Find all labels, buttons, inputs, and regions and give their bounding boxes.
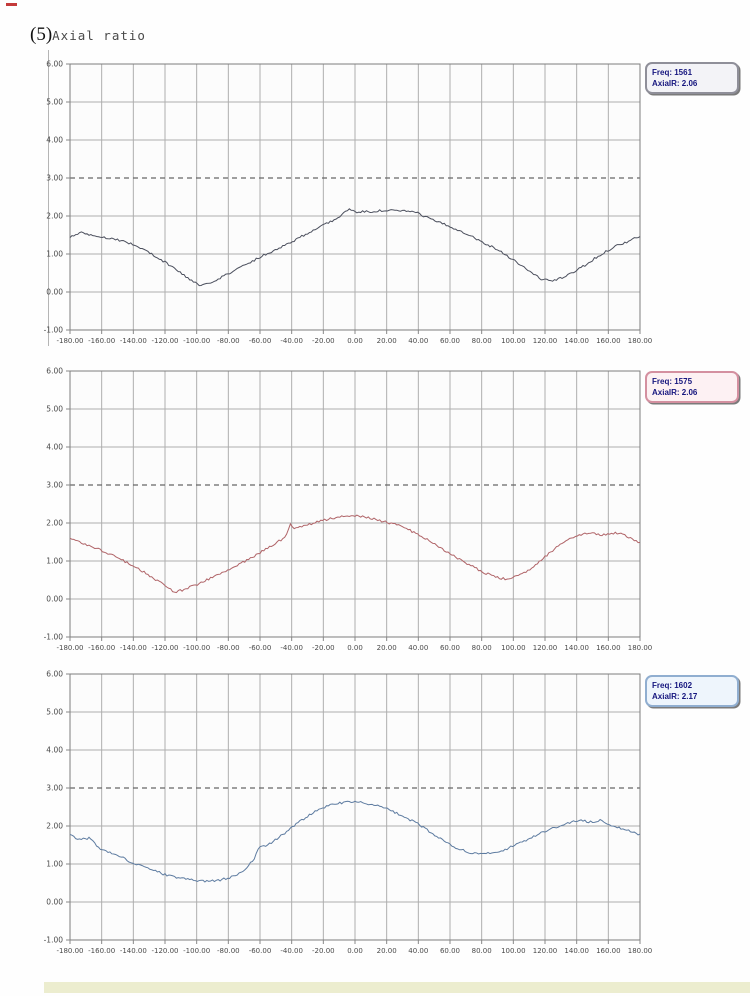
svg-text:160.00: 160.00 bbox=[596, 644, 621, 652]
svg-text:5.00: 5.00 bbox=[46, 708, 63, 717]
svg-text:120.00: 120.00 bbox=[533, 644, 558, 652]
svg-text:-160.00: -160.00 bbox=[88, 947, 115, 955]
svg-text:140.00: 140.00 bbox=[564, 337, 589, 345]
svg-text:2.00: 2.00 bbox=[46, 822, 63, 831]
svg-text:1.00: 1.00 bbox=[46, 250, 63, 259]
svg-text:2.00: 2.00 bbox=[46, 519, 63, 528]
svg-text:-60.00: -60.00 bbox=[249, 337, 272, 345]
svg-text:-80.00: -80.00 bbox=[217, 644, 240, 652]
svg-text:160.00: 160.00 bbox=[596, 947, 621, 955]
svg-text:-100.00: -100.00 bbox=[183, 337, 210, 345]
svg-text:0.00: 0.00 bbox=[46, 288, 63, 297]
legend-freq-label: Freq: 1602 bbox=[652, 681, 693, 690]
svg-text:0.00: 0.00 bbox=[46, 595, 63, 604]
svg-text:20.00: 20.00 bbox=[377, 337, 397, 345]
svg-text:0.00: 0.00 bbox=[347, 337, 363, 345]
svg-text:-180.00: -180.00 bbox=[56, 337, 83, 345]
svg-text:1.00: 1.00 bbox=[46, 557, 63, 566]
svg-text:6.00: 6.00 bbox=[46, 670, 63, 679]
svg-text:4.00: 4.00 bbox=[46, 443, 63, 452]
svg-text:4.00: 4.00 bbox=[46, 136, 63, 145]
svg-text:-40.00: -40.00 bbox=[280, 337, 303, 345]
svg-text:-60.00: -60.00 bbox=[249, 947, 272, 955]
svg-text:20.00: 20.00 bbox=[377, 644, 397, 652]
svg-text:180.00: 180.00 bbox=[628, 947, 653, 955]
svg-text:140.00: 140.00 bbox=[564, 644, 589, 652]
svg-text:-80.00: -80.00 bbox=[217, 947, 240, 955]
svg-text:-120.00: -120.00 bbox=[151, 644, 178, 652]
legend-axialr-label: AxialR: 2.06 bbox=[652, 388, 698, 397]
svg-text:-180.00: -180.00 bbox=[56, 947, 83, 955]
section-title-text: Axial ratio bbox=[52, 28, 146, 43]
legend-freq-label: Freq: 1561 bbox=[652, 68, 693, 77]
legend-freq-1561: Freq: 1561 AxialR: 2.06 bbox=[645, 62, 739, 94]
svg-text:40.00: 40.00 bbox=[408, 947, 428, 955]
svg-text:100.00: 100.00 bbox=[501, 644, 526, 652]
svg-text:120.00: 120.00 bbox=[533, 337, 558, 345]
svg-text:40.00: 40.00 bbox=[408, 337, 428, 345]
svg-text:3.00: 3.00 bbox=[46, 174, 63, 183]
svg-text:160.00: 160.00 bbox=[596, 337, 621, 345]
svg-text:-140.00: -140.00 bbox=[120, 947, 147, 955]
svg-text:-140.00: -140.00 bbox=[120, 337, 147, 345]
svg-text:140.00: 140.00 bbox=[564, 947, 589, 955]
svg-text:-40.00: -40.00 bbox=[280, 947, 303, 955]
svg-text:80.00: 80.00 bbox=[472, 337, 492, 345]
svg-text:0.00: 0.00 bbox=[347, 947, 363, 955]
legend-freq-1602: Freq: 1602 AxialR: 2.17 bbox=[645, 675, 739, 707]
svg-text:-120.00: -120.00 bbox=[151, 947, 178, 955]
svg-text:-1.00: -1.00 bbox=[44, 326, 64, 335]
svg-text:2.00: 2.00 bbox=[46, 212, 63, 221]
svg-text:-160.00: -160.00 bbox=[88, 337, 115, 345]
svg-text:100.00: 100.00 bbox=[501, 337, 526, 345]
svg-text:-120.00: -120.00 bbox=[151, 337, 178, 345]
svg-text:80.00: 80.00 bbox=[472, 644, 492, 652]
svg-text:-80.00: -80.00 bbox=[217, 337, 240, 345]
svg-text:5.00: 5.00 bbox=[46, 98, 63, 107]
scan-artifact-mark bbox=[6, 3, 17, 6]
svg-text:60.00: 60.00 bbox=[440, 337, 460, 345]
legend-freq-1575: Freq: 1575 AxialR: 2.06 bbox=[645, 371, 739, 403]
svg-text:-20.00: -20.00 bbox=[312, 337, 335, 345]
svg-text:6.00: 6.00 bbox=[46, 367, 63, 376]
svg-text:-60.00: -60.00 bbox=[249, 644, 272, 652]
svg-text:-1.00: -1.00 bbox=[44, 936, 64, 945]
legend-axialr-label: AxialR: 2.06 bbox=[652, 79, 698, 88]
svg-text:-1.00: -1.00 bbox=[44, 633, 64, 642]
svg-text:1.00: 1.00 bbox=[46, 860, 63, 869]
svg-text:-20.00: -20.00 bbox=[312, 947, 335, 955]
svg-text:180.00: 180.00 bbox=[628, 337, 653, 345]
svg-text:60.00: 60.00 bbox=[440, 644, 460, 652]
highlight-strip bbox=[44, 982, 750, 993]
svg-text:180.00: 180.00 bbox=[628, 644, 653, 652]
legend-freq-label: Freq: 1575 bbox=[652, 377, 693, 386]
svg-text:3.00: 3.00 bbox=[46, 784, 63, 793]
legend-axialr-label: AxialR: 2.17 bbox=[652, 692, 698, 701]
svg-text:6.00: 6.00 bbox=[46, 60, 63, 69]
svg-text:-180.00: -180.00 bbox=[56, 644, 83, 652]
svg-text:-160.00: -160.00 bbox=[88, 644, 115, 652]
svg-text:0.00: 0.00 bbox=[46, 898, 63, 907]
svg-text:100.00: 100.00 bbox=[501, 947, 526, 955]
svg-text:-40.00: -40.00 bbox=[280, 644, 303, 652]
section-title: (5)Axial ratio bbox=[30, 24, 146, 46]
svg-text:3.00: 3.00 bbox=[46, 481, 63, 490]
svg-text:-20.00: -20.00 bbox=[312, 644, 335, 652]
page-margin-line bbox=[48, 50, 49, 346]
svg-text:120.00: 120.00 bbox=[533, 947, 558, 955]
svg-text:60.00: 60.00 bbox=[440, 947, 460, 955]
svg-text:4.00: 4.00 bbox=[46, 746, 63, 755]
svg-text:40.00: 40.00 bbox=[408, 644, 428, 652]
svg-text:-100.00: -100.00 bbox=[183, 947, 210, 955]
svg-text:0.00: 0.00 bbox=[347, 644, 363, 652]
svg-text:5.00: 5.00 bbox=[46, 405, 63, 414]
svg-text:-140.00: -140.00 bbox=[120, 644, 147, 652]
svg-text:-100.00: -100.00 bbox=[183, 644, 210, 652]
svg-text:20.00: 20.00 bbox=[377, 947, 397, 955]
svg-text:80.00: 80.00 bbox=[472, 947, 492, 955]
section-number: (5) bbox=[30, 24, 53, 45]
